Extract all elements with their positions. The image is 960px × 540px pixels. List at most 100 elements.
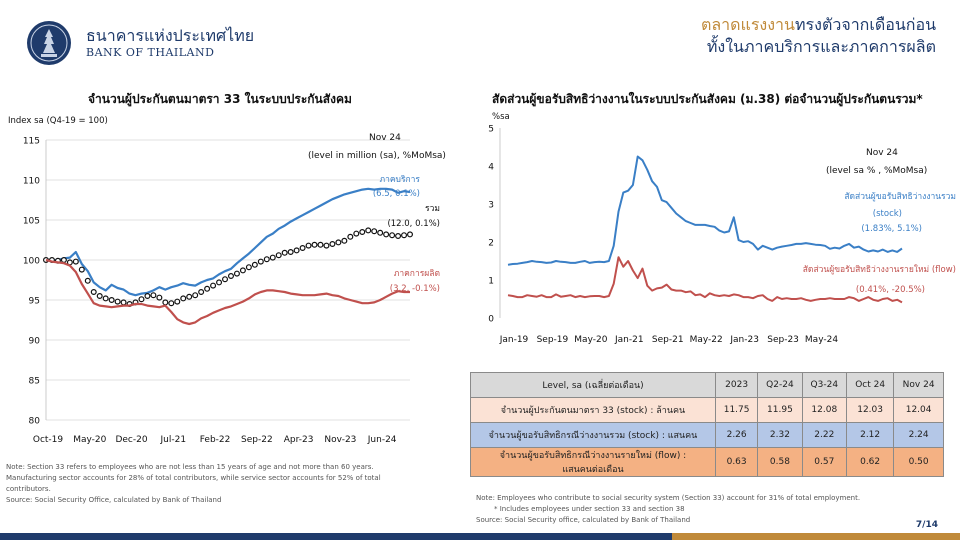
table-cell: 0.50	[893, 447, 944, 477]
left-value-services: (6.5, 0.1%)	[373, 189, 420, 199]
series-line-2	[45, 258, 410, 326]
table-row: จำนวนผู้ขอรับสิทธิกรณีว่างงานรวม (stock)…	[470, 422, 944, 448]
series-line-0	[507, 155, 903, 266]
x-tick-label: Jul-21	[160, 435, 187, 445]
table-cell: 0.63	[714, 447, 759, 477]
y-tick-label: 95	[29, 297, 40, 307]
series-total-point	[156, 294, 163, 301]
bank-logo	[27, 21, 71, 65]
series-line-0	[45, 187, 411, 297]
series-total-point	[311, 241, 318, 248]
table-cell: 0.58	[757, 447, 803, 477]
right-annot-unit: (level sa % , %MoMsa)	[826, 166, 927, 176]
series-total-point	[335, 239, 342, 246]
bank-name-english: BANK OF THAILAND	[86, 46, 215, 59]
series-total-point	[377, 229, 384, 236]
y-tick-label: 100	[23, 257, 40, 267]
table-cell: 12.08	[801, 397, 848, 423]
right-notes: Note: Employees who contribute to social…	[476, 493, 860, 526]
left-label-total: รวม	[425, 204, 440, 214]
table-header-cell: Oct 24	[845, 372, 895, 398]
series-total-point	[96, 293, 103, 300]
table-cell: 12.03	[845, 397, 895, 423]
series-total-point	[198, 289, 205, 296]
table-header-cell: Q3-24	[801, 372, 848, 398]
left-value-manufacturing: (3.2, -0.1%)	[390, 284, 440, 294]
left-label-services: ภาคบริการ	[379, 175, 420, 185]
left-line-chart: Index sa (Q4-19 = 100) 80 85 90 95 100 105 110…	[8, 116, 446, 445]
series-total-point	[144, 293, 151, 300]
y-tick-label: 115	[23, 137, 40, 147]
series-total-point	[168, 300, 175, 307]
right-value-stock: (1.83%, 5.1%)	[861, 224, 922, 234]
x-tick-label: Nov-23	[324, 435, 356, 445]
x-tick-label: Feb-22	[200, 435, 231, 445]
right-y-axis-label: %sa	[492, 112, 510, 122]
series-total-point	[90, 289, 97, 296]
headline-line2: ทั้งในภาคบริการและภาคการผลิต	[706, 37, 936, 56]
series-total-point	[371, 228, 378, 235]
headline-part-b: ทรงตัวจากเดือนก่อน	[794, 15, 936, 34]
table-header-cell: 2023	[714, 372, 759, 398]
left-annot-unit: (level in million (sa), %MoMsa)	[308, 151, 446, 161]
summary-table: Level, sa (เฉลี่ยต่อเดือน) 2023 Q2-24 Q3…	[470, 372, 944, 477]
left-annot-month: Nov 24	[369, 133, 401, 143]
table-cell: จำนวนผู้ขอรับสิทธิกรณีว่างงานรวม (stock)…	[470, 422, 716, 448]
table-cell: จำนวนผู้ประกันตนมาตรา 33 (stock) : ล้านค…	[470, 397, 716, 423]
series-total-point	[114, 298, 121, 305]
series-total-point	[233, 270, 240, 277]
series-total-point	[245, 264, 252, 271]
table-cell: 2.26	[714, 422, 759, 448]
table-cell: 2.22	[801, 422, 848, 448]
note-line: contributors.	[6, 485, 51, 493]
x-tick-label: Jun-24	[367, 435, 397, 445]
series-total-point	[227, 273, 234, 280]
series-total-point	[317, 241, 324, 248]
y-tick-label: 110	[23, 177, 40, 187]
y-tick-label: 80	[29, 417, 41, 427]
series-line-1	[507, 256, 903, 304]
table-cell: 0.57	[801, 447, 848, 477]
x-tick-label: Sep-23	[767, 335, 799, 345]
series-total-point	[192, 292, 199, 299]
table-cell: จำนวนผู้ขอรับสิทธิกรณีว่างงานรายใหม่ (fl…	[470, 447, 716, 477]
table-cell: 12.04	[893, 397, 944, 423]
left-chart-title: จำนวนผู้ประกันตนมาตรา 33 ในระบบประกันสัง…	[88, 92, 352, 106]
y-tick-label: 1	[488, 277, 494, 287]
x-tick-label: Oct-19	[33, 435, 64, 445]
series-total-point	[299, 245, 306, 252]
series-total-point	[401, 232, 408, 239]
table-cell: 2.12	[845, 422, 895, 448]
table-header-cell: Nov 24	[893, 372, 944, 398]
x-tick-label: Apr-23	[284, 435, 314, 445]
series-total-point	[347, 233, 354, 240]
table-cell: 11.95	[757, 397, 803, 423]
x-tick-label: Jan-19	[499, 335, 529, 345]
right-label-flow: สัดส่วนผู้ขอรับสิทธิว่างงานรายใหม่ (flow…	[803, 264, 956, 275]
left-value-total: (12.0, 0.1%)	[387, 219, 440, 229]
series-total-point	[257, 258, 264, 265]
left-y-axis-label: Index sa (Q4-19 = 100)	[8, 116, 108, 126]
y-tick-label: 3	[488, 201, 494, 211]
x-tick-label: May-22	[690, 335, 723, 345]
right-line-chart: %sa 0 1 2 3 4 5 Jan-19 Sep-19 May-20 Jan-21 Sep-2…	[488, 112, 956, 345]
headline-part-a: ตลาดแรงงาน	[700, 15, 795, 34]
series-total-point	[102, 295, 109, 302]
series-total-point	[84, 277, 91, 284]
table-cell: 2.32	[757, 422, 803, 448]
y-tick-label: 0	[488, 315, 494, 325]
bottom-bar	[0, 533, 960, 540]
y-tick-label: 2	[488, 239, 494, 249]
series-total-point	[407, 231, 414, 238]
x-tick-label: May-20	[574, 335, 607, 345]
table-cell-line1: จำนวนผู้ขอรับสิทธิกรณีว่างงานรายใหม่ (fl…	[499, 451, 687, 461]
series-total-point	[353, 230, 360, 237]
x-tick-label: May-20	[73, 435, 106, 445]
table-cell-line2: แสนคนต่อเดือน	[562, 465, 624, 475]
series-total-point	[323, 242, 330, 249]
note-line: * Includes employees under section 33 an…	[494, 505, 685, 513]
y-tick-label: 105	[23, 217, 40, 227]
right-chart-title: สัดส่วนผู้ขอรับสิทธิว่างงานในระบบประกันส…	[492, 92, 923, 106]
y-tick-label: 90	[29, 337, 41, 347]
series-total-point	[251, 261, 258, 268]
